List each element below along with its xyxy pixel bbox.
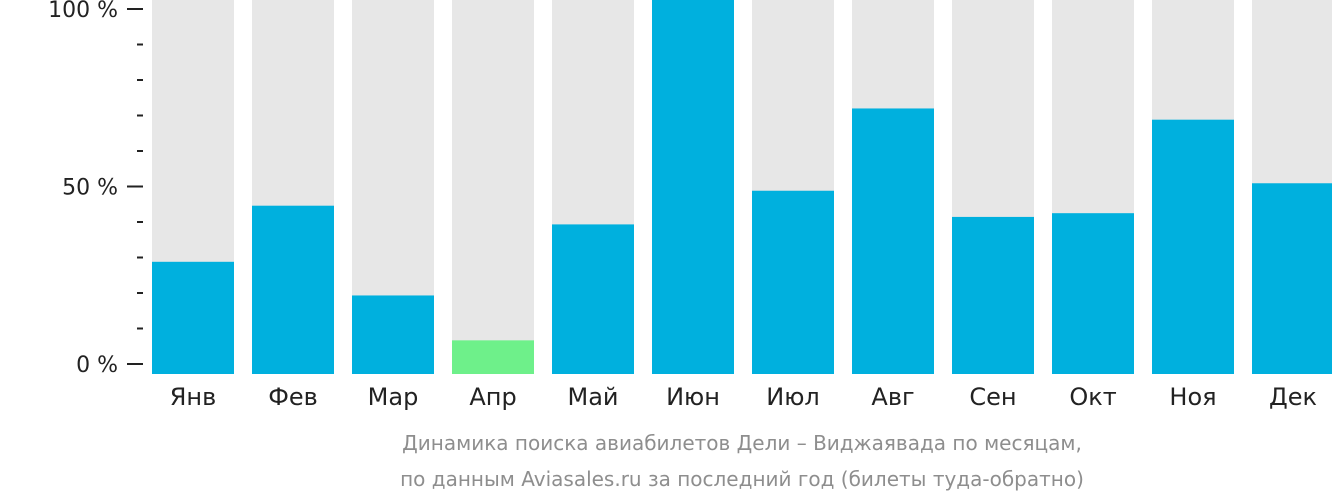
x-tick-label: Окт bbox=[1069, 383, 1116, 411]
x-axis-labels: Янв Фев Мар Апр Май Июн Июл Авг Сен Окт Ноя Дек bbox=[170, 383, 1317, 411]
y-tick-label: 0 % bbox=[76, 353, 118, 378]
x-tick-label: Янв bbox=[170, 383, 217, 411]
y-axis: 0 % 50 % 100 % bbox=[48, 0, 143, 378]
x-tick-label: Мар bbox=[368, 383, 419, 411]
x-tick-label: Фев bbox=[268, 383, 318, 411]
x-tick-label: Сен bbox=[969, 383, 1016, 411]
bar-12 bbox=[1252, 183, 1332, 374]
bar-2 bbox=[252, 205, 334, 374]
bar-10 bbox=[1052, 213, 1134, 374]
bar-track-4 bbox=[452, 0, 534, 374]
bar-6 bbox=[652, 0, 734, 374]
x-tick-label: Ноя bbox=[1169, 383, 1216, 411]
x-tick-label: Дек bbox=[1269, 383, 1317, 411]
bar-11 bbox=[1152, 119, 1234, 375]
bar-7 bbox=[752, 190, 834, 374]
y-tick-label: 100 % bbox=[48, 0, 118, 23]
bar-1 bbox=[152, 261, 234, 374]
bar-8 bbox=[852, 108, 934, 375]
bar-5 bbox=[552, 224, 634, 374]
bar-9 bbox=[952, 216, 1034, 374]
x-tick-label: Май bbox=[567, 383, 618, 411]
bar-4 bbox=[452, 340, 534, 374]
bar-3 bbox=[352, 295, 434, 374]
x-tick-label: Апр bbox=[469, 383, 516, 411]
x-tick-label: Июн bbox=[666, 383, 720, 411]
y-tick-label: 50 % bbox=[62, 176, 118, 201]
chart-caption-line-2: по данным Aviasales.ru за последний год … bbox=[400, 467, 1084, 491]
x-tick-label: Июл bbox=[766, 383, 820, 411]
bars-group bbox=[152, 0, 1332, 375]
chart-caption-line-1: Динамика поиска авиабилетов Дели – Виджа… bbox=[402, 431, 1082, 455]
bar-chart: 0 % 50 % 100 % Янв Фев Мар Апр Май Июн Июл Авг Сен… bbox=[48, 0, 1332, 411]
x-tick-label: Авг bbox=[871, 383, 914, 411]
